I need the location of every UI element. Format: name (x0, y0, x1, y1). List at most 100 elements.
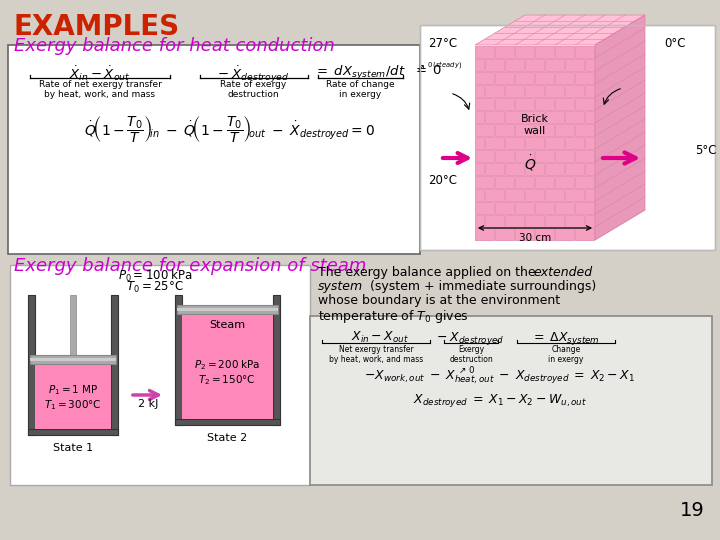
Text: extended: extended (533, 266, 592, 279)
Text: Brick
wall: Brick wall (521, 114, 549, 136)
Bar (175, 295, 182, 425)
Text: The exergy balance applied on the: The exergy balance applied on the (318, 266, 544, 279)
Bar (175, 419, 280, 425)
Bar (555, 150, 574, 162)
Bar (420, 25, 715, 250)
Text: Rate of net exergy transfer
by heat, work, and mass: Rate of net exergy transfer by heat, wor… (39, 80, 161, 99)
Bar (485, 163, 504, 175)
Text: $-X_{work,out}\;-\;X_{heat,out}^{\;\nearrow 0}\;-\;X_{destroyed}\;=\;X_2 - X_1$: $-X_{work,out}\;-\;X_{heat,out}^{\;\near… (364, 365, 636, 387)
Bar (555, 228, 574, 240)
Bar (475, 176, 494, 188)
Text: State 1: State 1 (53, 443, 93, 453)
Bar (555, 202, 574, 214)
Bar (475, 111, 484, 123)
Bar (475, 46, 494, 58)
Bar (28, 295, 35, 435)
Bar (565, 85, 584, 97)
Bar (475, 150, 494, 162)
Text: Exergy balance for heat conduction: Exergy balance for heat conduction (14, 37, 335, 55)
Bar (475, 98, 494, 110)
Text: $X_{in} - X_{out}$: $X_{in} - X_{out}$ (351, 330, 409, 345)
Bar (515, 72, 534, 84)
FancyBboxPatch shape (310, 316, 712, 485)
Bar (525, 215, 544, 227)
Bar (505, 85, 524, 97)
Bar (555, 46, 574, 58)
Bar (505, 59, 524, 71)
Text: $P_0 = 100\;\mathrm{kPa}$: $P_0 = 100\;\mathrm{kPa}$ (117, 268, 192, 284)
Bar (475, 202, 494, 214)
Bar (585, 163, 595, 175)
Bar (505, 111, 524, 123)
Bar (505, 189, 524, 201)
Bar (575, 150, 594, 162)
Text: 0°C: 0°C (665, 37, 686, 50)
Bar (525, 111, 544, 123)
Text: State 2: State 2 (207, 433, 247, 443)
Bar (475, 85, 484, 97)
Text: $-\;X_{destroyed}$: $-\;X_{destroyed}$ (436, 330, 504, 347)
Bar (495, 46, 514, 58)
Bar (30, 355, 116, 364)
Bar (545, 59, 564, 71)
Bar (525, 189, 544, 201)
Bar (475, 72, 494, 84)
Bar (575, 124, 594, 136)
Bar (485, 215, 504, 227)
Bar (545, 163, 564, 175)
Bar (475, 59, 484, 71)
Bar (515, 98, 534, 110)
Bar (555, 176, 574, 188)
Text: $T_2 = 150°\mathrm{C}$: $T_2 = 150°\mathrm{C}$ (198, 373, 256, 387)
Bar (515, 176, 534, 188)
Bar (515, 228, 534, 240)
Bar (585, 215, 595, 227)
Bar (515, 150, 534, 162)
Bar (177, 305, 278, 314)
Bar (485, 111, 504, 123)
Bar (485, 59, 504, 71)
Bar (475, 163, 484, 175)
Text: Exergy
destruction: Exergy destruction (449, 345, 493, 364)
Text: system: system (318, 280, 363, 293)
Bar (475, 228, 494, 240)
Text: Exergy balance for expansion of steam: Exergy balance for expansion of steam (14, 257, 366, 275)
Bar (535, 228, 554, 240)
Bar (575, 228, 594, 240)
Bar (505, 163, 524, 175)
Bar (555, 98, 574, 110)
Bar (182, 314, 273, 419)
Bar (495, 228, 514, 240)
Text: $X_{destroyed}\;=\;X_1 - X_2 - W_{u,out}$: $X_{destroyed}\;=\;X_1 - X_2 - W_{u,out}… (413, 392, 587, 409)
Text: Steam: Steam (209, 320, 245, 330)
Bar (177, 308, 278, 311)
Bar (475, 137, 484, 149)
Bar (525, 163, 544, 175)
Bar (565, 215, 584, 227)
Text: $\dot{Q}$: $\dot{Q}$ (524, 153, 536, 173)
Bar (575, 72, 594, 84)
Bar (585, 59, 595, 71)
Bar (555, 124, 574, 136)
Bar (475, 189, 484, 201)
Text: 30 cm: 30 cm (519, 233, 551, 243)
Bar (525, 137, 544, 149)
Bar (575, 98, 594, 110)
Bar (30, 358, 116, 361)
Bar (575, 46, 594, 58)
Text: $-\;\dot{X}_{destroyed}$: $-\;\dot{X}_{destroyed}$ (217, 64, 289, 85)
Bar (565, 137, 584, 149)
Text: $=\;\Delta X_{system}$: $=\;\Delta X_{system}$ (531, 330, 600, 347)
Bar (565, 189, 584, 201)
Text: $\nearrow^{0\,(steady)}$: $\nearrow^{0\,(steady)}$ (415, 61, 462, 75)
Bar (545, 85, 564, 97)
Text: $P_2 = 200\;\mathrm{kPa}$: $P_2 = 200\;\mathrm{kPa}$ (194, 358, 260, 372)
Text: $\dot{Q}\!\left(1-\dfrac{T_0}{T}\right)_{\!\!in}$$\;-\;\dot{Q}\!\left(1-\dfrac{T: $\dot{Q}\!\left(1-\dfrac{T_0}{T}\right)_… (84, 114, 376, 145)
Text: 19: 19 (680, 501, 705, 520)
Bar (505, 215, 524, 227)
Text: 5°C: 5°C (695, 144, 716, 157)
Text: $=\;0$: $=\;0$ (413, 64, 442, 77)
Text: 2 kJ: 2 kJ (138, 399, 158, 409)
Bar (565, 59, 584, 71)
Bar (495, 202, 514, 214)
